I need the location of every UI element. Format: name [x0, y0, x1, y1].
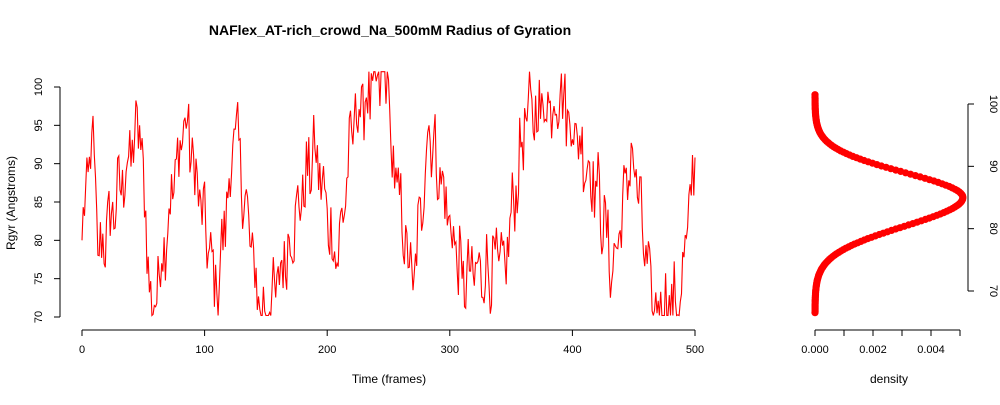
y-axis-label: Rgyr (Angstroms): [4, 156, 18, 250]
density-y-tick-label: 100: [987, 95, 999, 113]
x-tick-label: 200: [318, 344, 336, 356]
chart-title: NAFlex_AT-rich_crowd_Na_500mM Radius of …: [209, 22, 571, 38]
x-tick-label: 0: [79, 344, 85, 356]
y-tick-label: 100: [33, 78, 45, 96]
y-tick-label: 85: [33, 196, 45, 208]
y-tick-label: 90: [33, 158, 45, 170]
density-tick-label: 0.000: [801, 344, 829, 356]
rgyr-series-line: [81, 71, 696, 317]
density-axis-label: density: [870, 372, 908, 386]
x-axis-label: Time (frames): [352, 372, 426, 386]
density-y-tick-label: 90: [987, 160, 999, 172]
y-tick-label: 75: [33, 273, 45, 285]
density-y-tick-label: 70: [987, 285, 999, 297]
y-tick-label: 70: [33, 311, 45, 323]
density-y-tick-label: 80: [987, 223, 999, 235]
x-tick-label: 400: [563, 344, 581, 356]
density-tick-label: 0.004: [917, 344, 945, 356]
x-tick-label: 500: [686, 344, 704, 356]
x-tick-label: 300: [441, 344, 459, 356]
y-tick-label: 95: [33, 119, 45, 131]
density-point: [811, 309, 819, 317]
x-tick-label: 100: [195, 344, 213, 356]
y-tick-label: 80: [33, 234, 45, 246]
density-tick-label: 0.002: [859, 344, 887, 356]
